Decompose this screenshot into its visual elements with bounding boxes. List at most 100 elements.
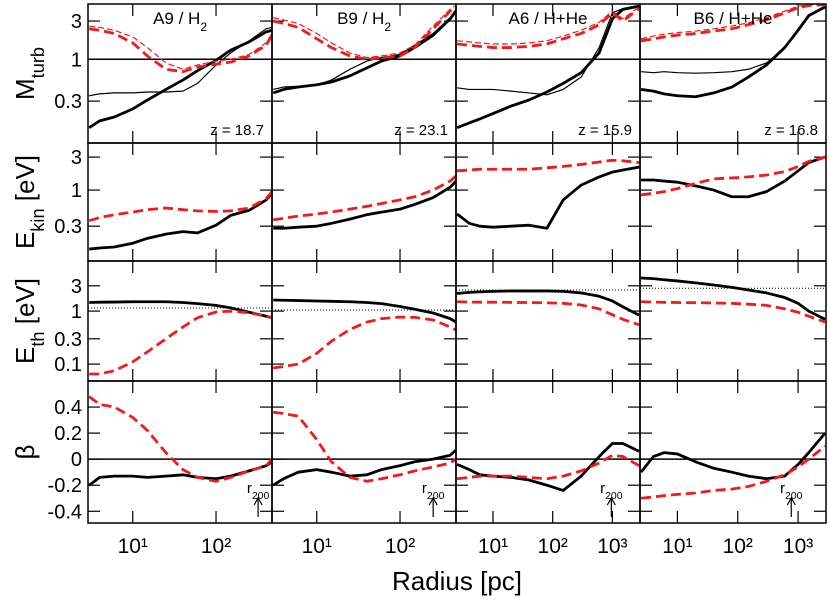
- series-line: [640, 5, 826, 99]
- series-line: [273, 410, 456, 483]
- panel-frame: [87, 380, 273, 524]
- r200-label-part: r: [247, 480, 252, 497]
- series-line: [89, 27, 272, 74]
- y-axis-title: β: [10, 445, 40, 460]
- series-line: [89, 309, 272, 376]
- y-tick-label: 0.3: [54, 91, 82, 113]
- y-tick-label: 0.1: [54, 354, 82, 376]
- r200-label: r200: [780, 480, 803, 502]
- series-line: [640, 4, 826, 40]
- x-tick-label: 10¹: [478, 535, 508, 558]
- series-line: [641, 155, 826, 199]
- y-axis-title: Eth [eV]: [10, 278, 48, 364]
- x-tick-label: 10¹: [662, 535, 692, 558]
- series-line: [273, 298, 456, 324]
- r200-arrowhead: [253, 496, 263, 506]
- series-line: [456, 7, 640, 49]
- series-line: [456, 4, 640, 96]
- series-line: [641, 300, 826, 324]
- r200-label-part: r: [600, 480, 605, 497]
- y-axis-title-part: E: [10, 232, 40, 249]
- x-tick-label: 10²: [538, 535, 568, 558]
- series-line: [273, 315, 456, 370]
- series-line: [88, 460, 272, 487]
- series-line: [89, 192, 272, 251]
- panel-title-part: A6 / H+He: [509, 9, 588, 28]
- redshift-label: z = 23.1: [394, 122, 448, 139]
- x-axis-title: Radius [pc]: [392, 566, 522, 596]
- panel-title: A6 / H+He: [509, 9, 588, 28]
- series-line: [273, 180, 456, 230]
- redshift-label: z = 18.7: [210, 122, 264, 139]
- panel-frame: [455, 260, 641, 382]
- series-line: [272, 10, 456, 95]
- y-axis-title-part: [eV]: [10, 155, 40, 208]
- r200-label-part: r: [780, 480, 785, 497]
- y-axis-title-part: kin: [28, 208, 48, 231]
- panel-title-part: A9 / H: [153, 9, 200, 28]
- y-tick-label: 1: [71, 301, 82, 323]
- series-line: [640, 432, 826, 481]
- series-line: [456, 289, 640, 317]
- series-line: [89, 300, 272, 320]
- r200-arrowhead: [428, 496, 438, 506]
- panel-frame: [639, 380, 827, 524]
- y-tick-label: -0.4: [48, 501, 82, 523]
- r200-arrowhead: [606, 496, 616, 506]
- series-line: [456, 442, 640, 492]
- series-line: [457, 6, 640, 45]
- panel-title-part: B9 / H: [337, 9, 384, 28]
- series-line: [272, 449, 456, 487]
- x-tick-label: 10¹: [118, 535, 148, 558]
- y-tick-label: 3: [71, 276, 82, 298]
- y-tick-label: 1: [71, 49, 82, 71]
- series-line: [273, 4, 456, 59]
- r200-label-part: 200: [605, 490, 623, 502]
- series-line: [641, 5, 826, 74]
- series-line: [456, 4, 640, 129]
- r200-label-part: 200: [252, 490, 270, 502]
- series-line: [89, 25, 272, 70]
- y-axis-title: Mturb: [10, 47, 48, 100]
- y-axis-title: Ekin [eV]: [10, 155, 48, 249]
- y-tick-label: 0.3: [54, 329, 82, 351]
- y-tick-label: -0.2: [48, 475, 82, 497]
- redshift-label: z = 16.8: [764, 122, 818, 139]
- panel-title: B9 / H2: [337, 9, 391, 34]
- y-tick-label: 1: [71, 180, 82, 202]
- r200-arrowhead: [786, 496, 796, 506]
- panel-frame: [87, 260, 273, 382]
- r200-label-part: r: [422, 480, 427, 497]
- r200-label: r200: [247, 480, 270, 502]
- y-axis-title-part: [eV]: [10, 278, 40, 331]
- r200-label: r200: [422, 480, 445, 502]
- panel-frame: [87, 142, 273, 262]
- series-line: [640, 445, 826, 500]
- y-axis-title-part: th: [28, 331, 48, 346]
- y-tick-label: 0: [71, 449, 82, 471]
- series-line: [456, 165, 640, 230]
- series-line: [88, 190, 272, 223]
- y-axis-title-part: E: [10, 347, 40, 364]
- series-line: [640, 4, 826, 43]
- x-tick-label: 10²: [723, 535, 753, 558]
- y-axis-title-part: turb: [28, 47, 48, 78]
- series-line: [273, 9, 456, 91]
- r200-label: r200: [600, 480, 623, 502]
- panel-title-part: 2: [384, 20, 391, 34]
- panel-title: A9 / H2: [153, 9, 207, 34]
- y-axis-title-part: M: [10, 78, 40, 100]
- y-axis-title-part: β: [10, 445, 40, 460]
- series-line: [88, 28, 272, 129]
- x-tick-label: 10³: [783, 535, 813, 558]
- y-tick-label: 0.2: [54, 423, 82, 445]
- panel-title-part: B6 / H+He: [694, 9, 773, 28]
- x-tick-label: 10²: [385, 535, 415, 558]
- redshift-label: z = 15.9: [578, 122, 632, 139]
- series-line: [640, 155, 826, 197]
- series-line: [641, 276, 826, 321]
- panel-frame: [639, 142, 827, 262]
- y-tick-label: 3: [71, 11, 82, 33]
- panel-title-part: 2: [200, 20, 207, 34]
